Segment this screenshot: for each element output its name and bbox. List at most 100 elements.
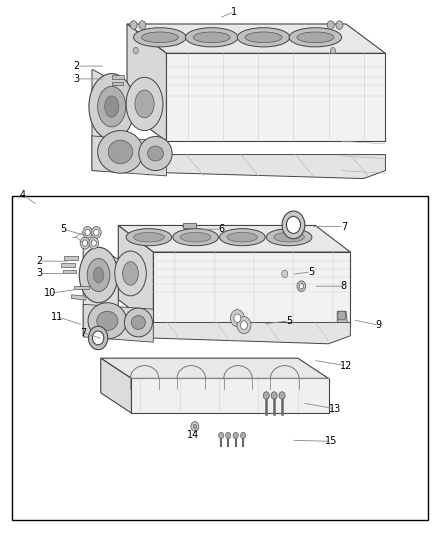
- Text: 14: 14: [187, 431, 199, 440]
- Ellipse shape: [115, 251, 146, 296]
- Circle shape: [94, 229, 99, 236]
- Circle shape: [327, 21, 334, 29]
- Ellipse shape: [193, 32, 230, 43]
- Circle shape: [263, 392, 269, 399]
- Circle shape: [336, 21, 343, 29]
- Circle shape: [271, 392, 277, 399]
- Bar: [64, 256, 78, 260]
- Circle shape: [91, 240, 96, 246]
- Ellipse shape: [87, 259, 110, 292]
- Circle shape: [83, 227, 92, 238]
- Text: 4: 4: [20, 190, 26, 199]
- Circle shape: [219, 432, 224, 439]
- Polygon shape: [92, 136, 166, 176]
- Circle shape: [230, 310, 244, 327]
- Text: 11: 11: [51, 312, 63, 321]
- Polygon shape: [118, 225, 350, 252]
- Bar: [183, 223, 196, 228]
- Ellipse shape: [126, 77, 163, 131]
- Polygon shape: [92, 136, 385, 179]
- Ellipse shape: [173, 229, 219, 246]
- Circle shape: [80, 237, 90, 249]
- Ellipse shape: [124, 308, 152, 337]
- Ellipse shape: [98, 131, 143, 173]
- Circle shape: [297, 281, 306, 292]
- Bar: [63, 270, 76, 273]
- Circle shape: [240, 321, 247, 329]
- Ellipse shape: [89, 74, 134, 140]
- Circle shape: [130, 21, 137, 29]
- Text: 13: 13: [329, 404, 341, 414]
- Ellipse shape: [123, 262, 138, 285]
- Ellipse shape: [97, 311, 118, 330]
- Polygon shape: [101, 358, 328, 378]
- Ellipse shape: [93, 267, 104, 283]
- Text: 1: 1: [231, 7, 237, 17]
- Text: 8: 8: [341, 281, 347, 291]
- Circle shape: [279, 392, 285, 399]
- Text: 6: 6: [218, 224, 224, 234]
- Ellipse shape: [126, 229, 172, 246]
- Text: 5: 5: [286, 316, 292, 326]
- Circle shape: [139, 21, 146, 29]
- Text: 5: 5: [308, 267, 314, 277]
- Ellipse shape: [135, 90, 154, 118]
- Polygon shape: [337, 311, 347, 322]
- Polygon shape: [118, 225, 153, 326]
- Ellipse shape: [131, 316, 145, 329]
- Ellipse shape: [148, 146, 163, 161]
- Text: 10: 10: [44, 288, 57, 298]
- Bar: [112, 82, 123, 85]
- Polygon shape: [131, 378, 328, 413]
- Circle shape: [89, 237, 99, 249]
- Circle shape: [133, 47, 138, 54]
- Circle shape: [286, 216, 300, 233]
- Circle shape: [282, 270, 288, 278]
- Polygon shape: [153, 252, 350, 326]
- Text: 9: 9: [376, 320, 382, 330]
- Bar: [74, 286, 89, 289]
- Ellipse shape: [141, 32, 178, 43]
- Bar: [12, 196, 428, 520]
- Ellipse shape: [245, 32, 282, 43]
- Ellipse shape: [237, 28, 290, 47]
- Polygon shape: [83, 304, 153, 342]
- Circle shape: [191, 422, 199, 431]
- Circle shape: [282, 211, 305, 239]
- Ellipse shape: [79, 247, 118, 303]
- Circle shape: [85, 229, 90, 236]
- Text: 3: 3: [74, 74, 80, 84]
- Ellipse shape: [227, 232, 258, 242]
- Ellipse shape: [139, 136, 172, 171]
- Text: 2: 2: [74, 61, 80, 71]
- Circle shape: [240, 432, 246, 439]
- Text: 7: 7: [80, 328, 86, 337]
- Polygon shape: [92, 69, 127, 155]
- Ellipse shape: [134, 28, 186, 47]
- Text: 15: 15: [325, 437, 337, 446]
- Text: 7: 7: [341, 222, 347, 231]
- Ellipse shape: [98, 86, 126, 127]
- Bar: [112, 75, 124, 79]
- Circle shape: [233, 432, 238, 439]
- Ellipse shape: [297, 32, 334, 43]
- Ellipse shape: [274, 232, 304, 242]
- Circle shape: [193, 424, 197, 429]
- Circle shape: [299, 284, 304, 289]
- Text: 12: 12: [340, 361, 352, 370]
- Ellipse shape: [219, 229, 265, 246]
- Ellipse shape: [185, 28, 238, 47]
- Circle shape: [234, 314, 241, 322]
- Ellipse shape: [180, 232, 211, 242]
- Polygon shape: [127, 24, 385, 53]
- Polygon shape: [337, 311, 346, 320]
- Circle shape: [237, 317, 251, 334]
- Polygon shape: [83, 304, 350, 344]
- Text: 3: 3: [36, 269, 42, 278]
- Ellipse shape: [88, 303, 127, 339]
- Polygon shape: [166, 53, 385, 141]
- Circle shape: [330, 47, 336, 54]
- Ellipse shape: [134, 232, 164, 242]
- Circle shape: [92, 227, 101, 238]
- Text: 2: 2: [36, 256, 42, 266]
